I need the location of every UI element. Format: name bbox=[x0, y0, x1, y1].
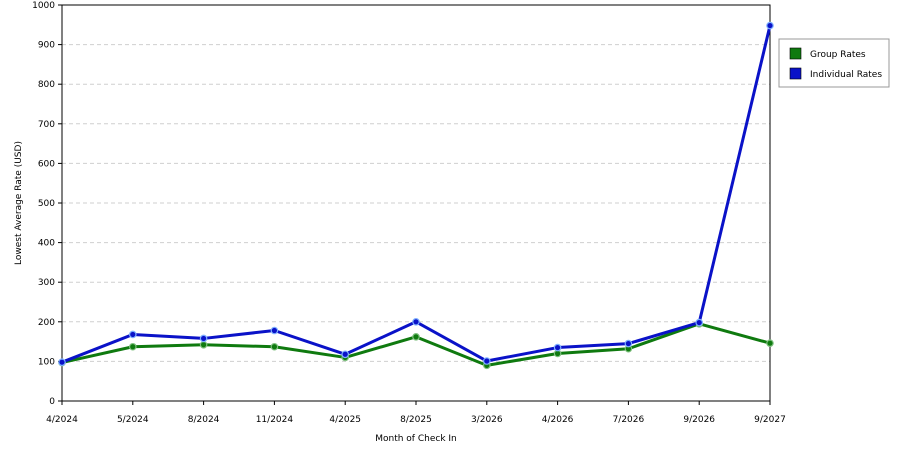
y-tick-label: 100 bbox=[38, 357, 55, 367]
x-tick-label: 3/2026 bbox=[471, 415, 503, 425]
y-axis-title: Lowest Average Rate (USD) bbox=[14, 141, 24, 265]
x-tick-label: 5/2024 bbox=[117, 415, 149, 425]
x-tick-label: 9/2027 bbox=[754, 415, 786, 425]
x-tick-label: 8/2025 bbox=[400, 415, 432, 425]
legend-label-group-rates: Group Rates bbox=[810, 50, 866, 60]
data-point-individual-rates bbox=[624, 339, 633, 348]
data-point-group-rates bbox=[766, 339, 774, 347]
data-point-individual-rates bbox=[58, 358, 66, 366]
data-point-individual-rates bbox=[199, 334, 208, 343]
series-line-group-rates bbox=[61, 322, 771, 367]
series-line-individual-rates bbox=[61, 25, 772, 364]
y-tick-label: 200 bbox=[38, 318, 55, 328]
legend-swatch-group-rates bbox=[789, 47, 802, 60]
y-tick-label: 700 bbox=[38, 120, 55, 130]
data-point-individual-rates bbox=[412, 317, 420, 326]
data-point-group-rates bbox=[129, 342, 137, 351]
x-tick-label: 8/2024 bbox=[188, 415, 220, 425]
data-point-group-rates bbox=[199, 340, 208, 349]
y-tick-label: 800 bbox=[38, 80, 55, 90]
legend-swatch-individual-rates bbox=[789, 67, 802, 80]
y-tick-label: 400 bbox=[38, 239, 55, 249]
data-point-group-rates bbox=[270, 342, 279, 351]
data-point-individual-rates bbox=[270, 326, 279, 335]
y-tick-label: 300 bbox=[38, 278, 55, 288]
data-point-individual-rates bbox=[553, 343, 562, 352]
legend-label-individual-rates: Individual Rates bbox=[810, 70, 882, 80]
x-axis-title: Month of Check In bbox=[375, 434, 457, 444]
data-point-individual-rates bbox=[341, 350, 350, 359]
data-point-group-rates bbox=[412, 333, 420, 341]
y-tick-label: 1000 bbox=[32, 1, 55, 11]
data-point-individual-rates bbox=[695, 318, 704, 327]
data-point-individual-rates bbox=[482, 357, 491, 365]
x-tick-label: 11/2024 bbox=[256, 415, 294, 425]
x-tick-label: 7/2026 bbox=[613, 415, 645, 425]
x-tick-label: 9/2026 bbox=[683, 415, 715, 425]
y-tick-label: 0 bbox=[49, 397, 55, 407]
y-tick-label: 500 bbox=[38, 199, 55, 209]
x-tick-label: 4/2024 bbox=[46, 415, 78, 425]
y-tick-label: 600 bbox=[38, 159, 55, 169]
data-point-individual-rates bbox=[129, 330, 137, 339]
x-tick-label: 4/2025 bbox=[329, 415, 361, 425]
x-tick-label: 4/2026 bbox=[542, 415, 574, 425]
y-tick-label: 900 bbox=[38, 41, 55, 51]
data-point-individual-rates bbox=[766, 21, 774, 30]
